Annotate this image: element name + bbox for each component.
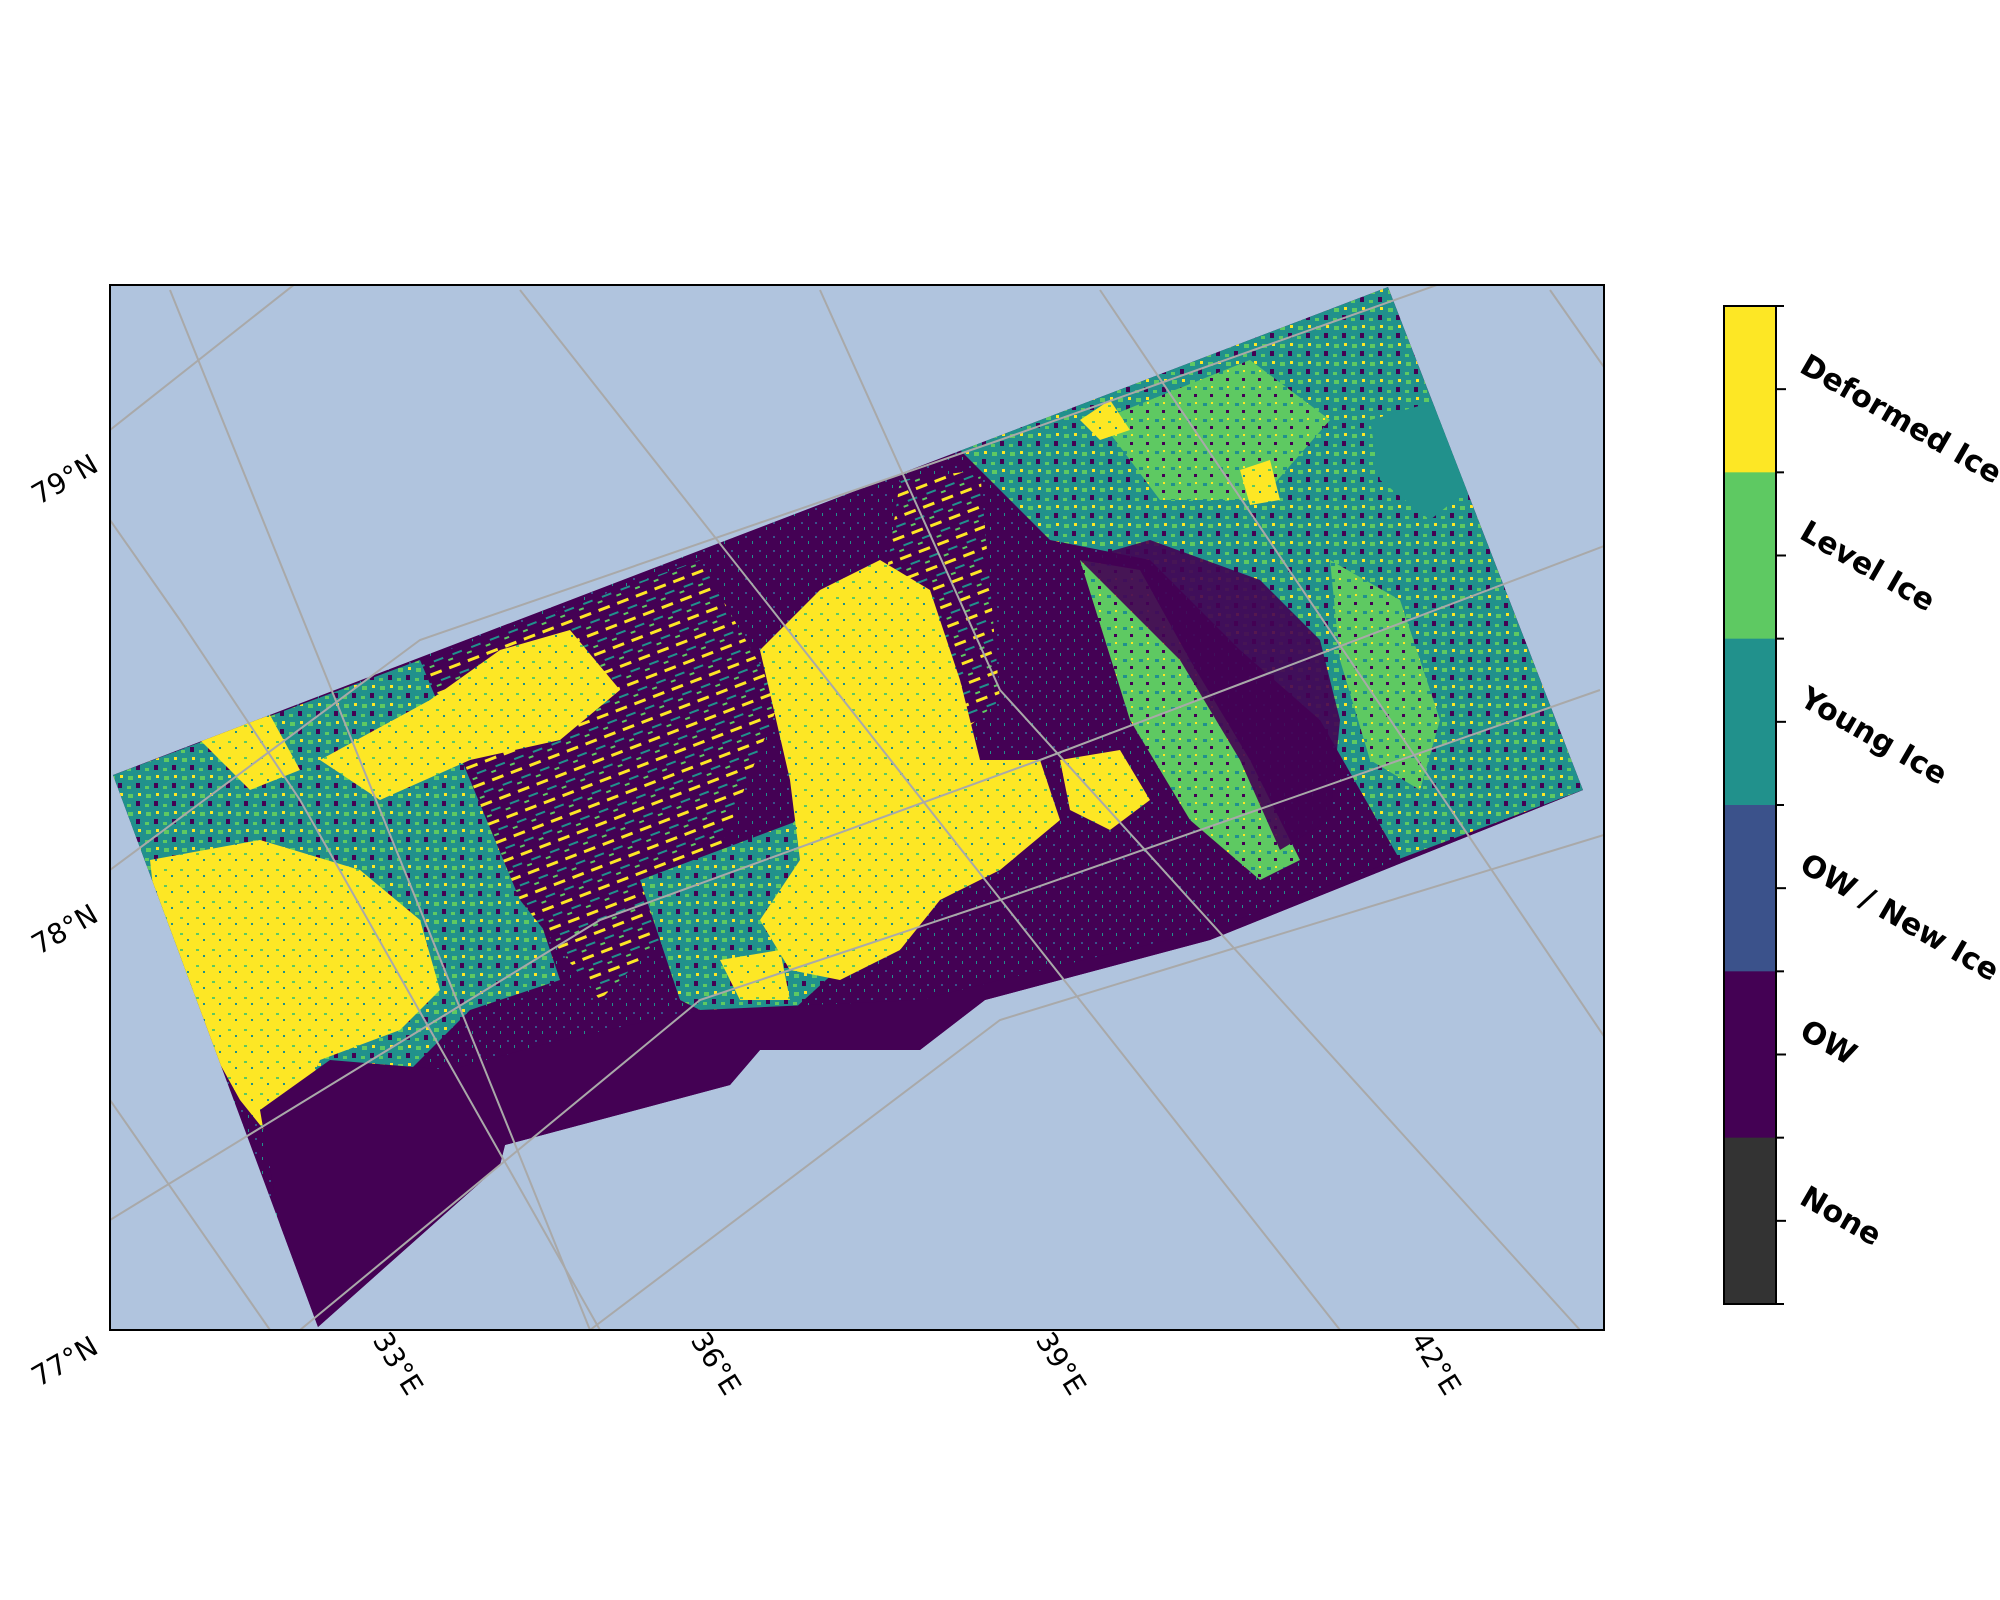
colorbar-frame [1723, 305, 1777, 1305]
parallel-line [110, 285, 1440, 871]
meridian-line [519, 289, 1341, 1330]
colorbar-swatch-none [1724, 1137, 1776, 1305]
colorbar-label: None [1794, 1179, 1887, 1253]
colorbar-label: OW / New Ice [1794, 847, 2000, 989]
colorbar-label: Deformed Ice [1794, 348, 2000, 492]
lon-label-33e: 33°E [366, 1326, 430, 1401]
lon-label-39e: 39°E [1029, 1326, 1093, 1401]
parallel-line [110, 285, 296, 431]
colorbar-label: Level Ice [1794, 514, 1941, 619]
meridian-line [110, 1098, 271, 1330]
colorbar-swatch-ow [1724, 971, 1776, 1139]
meridian-line [1549, 289, 1604, 369]
lat-label-79n: 79°N [26, 447, 104, 511]
graticule [110, 285, 1604, 1330]
lon-label-42e: 42°E [1404, 1326, 1468, 1401]
colorbar-label: Young Ice [1793, 680, 1953, 793]
parallel-line [299, 689, 1601, 1330]
colorbar-label: OW [1794, 1013, 1862, 1073]
colorbar: Deformed Ice Level Ice Young Ice OW / New I… [1723, 305, 2000, 1305]
colorbar-swatch-young-ice [1724, 638, 1776, 806]
colorbar-swatch-ow-new-ice [1724, 805, 1776, 972]
meridian-line [1099, 289, 1604, 1039]
meridian-line [819, 289, 1581, 1330]
meridian-line [589, 833, 1604, 1330]
colorbar-swatch-level-ice [1724, 472, 1776, 640]
parallel-line [110, 544, 1604, 1221]
lon-label-36e: 36°E [684, 1326, 748, 1401]
colorbar-swatch-deformed-ice [1724, 306, 1776, 473]
map-frame [109, 284, 1605, 1331]
meridian-line [169, 289, 591, 1330]
lat-label-77n: 77°N [26, 1329, 104, 1393]
parallel-line [110, 519, 601, 1330]
lat-label-78n: 78°N [26, 897, 104, 961]
